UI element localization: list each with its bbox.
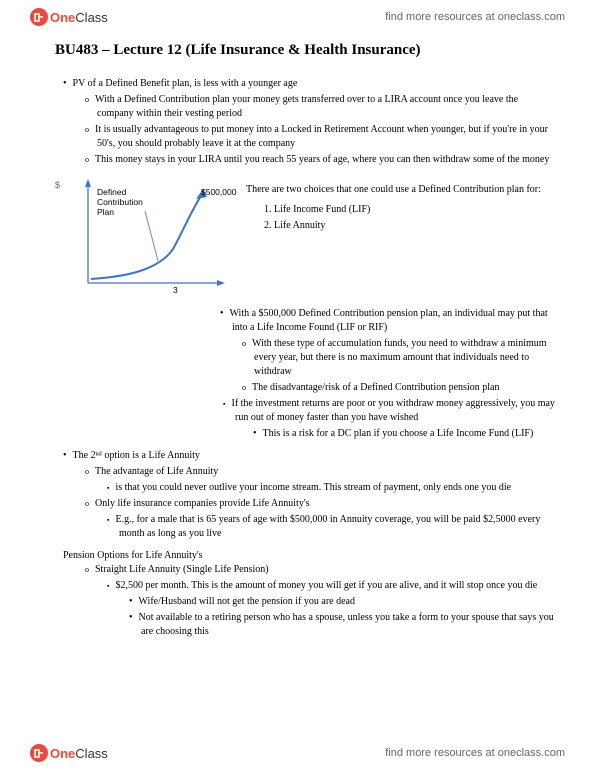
bullet-level1: PV of a Defined Benefit plan, is less wi… bbox=[55, 77, 555, 91]
bullet-level2: Straight Life Annuity (Single Life Pensi… bbox=[55, 563, 555, 577]
page-header: OneClass find more resources at oneclass… bbox=[0, 0, 595, 34]
contribution-chart: $ Defined Contribution Plan $500,000 3 bbox=[63, 179, 228, 299]
bullet-level2: This money stays in your LIRA until you … bbox=[55, 153, 555, 167]
chart-plan-label: Defined Contribution Plan bbox=[97, 187, 157, 218]
chart-side-intro: There are two choices that one could use… bbox=[246, 183, 541, 197]
list-item: Life Annuity bbox=[274, 219, 541, 233]
brand-logo: OneClass bbox=[30, 744, 108, 762]
bullet-level1: The 2ⁿᵈ option is a Life Annuity bbox=[55, 449, 555, 463]
chart-y-arrow bbox=[85, 179, 91, 187]
page-title: BU483 – Lecture 12 (Life Insurance & Hea… bbox=[55, 40, 555, 61]
pension-heading: Pension Options for Life Annuity's bbox=[55, 549, 555, 563]
document-content: BU483 – Lecture 12 (Life Insurance & Hea… bbox=[55, 40, 555, 730]
chart-side-list: Life Income Fund (LIF) Life Annuity bbox=[246, 203, 541, 233]
chart-x-arrow bbox=[217, 280, 225, 286]
bullet-level2: With these type of accumulation funds, y… bbox=[220, 337, 555, 379]
chart-label-connector bbox=[145, 211, 158, 261]
bullet-level1: With a $500,000 Defined Contribution pen… bbox=[220, 307, 555, 335]
bullet-level3: $2,500 per month. This is the amount of … bbox=[55, 579, 555, 593]
page-footer: OneClass find more resources at oneclass… bbox=[0, 736, 595, 770]
bullet-level2: Only life insurance companies provide Li… bbox=[55, 497, 555, 511]
brand-logo: OneClass bbox=[30, 8, 108, 26]
chart-side-text: There are two choices that one could use… bbox=[246, 179, 541, 299]
bullet-level2: The disadvantage/risk of a Defined Contr… bbox=[220, 381, 555, 395]
bullet-level4: Not available to a retiring person who h… bbox=[55, 611, 555, 639]
chart-x-tick: 3 bbox=[173, 285, 178, 297]
bullet-level3: If the investment returns are poor or yo… bbox=[55, 397, 555, 425]
chart-value-label: $500,000 bbox=[201, 187, 236, 199]
header-tagline: find more resources at oneclass.com bbox=[385, 11, 565, 23]
chart-y-label: $ bbox=[55, 179, 60, 192]
bullet-level2: With a Defined Contribution plan your mo… bbox=[55, 93, 555, 121]
footer-tagline: find more resources at oneclass.com bbox=[385, 747, 565, 759]
list-item: Life Income Fund (LIF) bbox=[274, 203, 541, 217]
bullet-level3: is that you could never outlive your inc… bbox=[55, 481, 555, 495]
logo-icon bbox=[30, 744, 48, 762]
bullet-level2: It is usually advantageous to put money … bbox=[55, 123, 555, 151]
brand-name: OneClass bbox=[50, 746, 108, 761]
bullet-level3: E.g., for a male that is 65 years of age… bbox=[55, 513, 555, 541]
bullet-level4: Wife/Husband will not get the pension if… bbox=[55, 595, 555, 609]
brand-name: OneClass bbox=[50, 10, 108, 25]
chart-row: $ Defined Contribution Plan $500,000 3 T… bbox=[63, 179, 555, 299]
logo-icon bbox=[30, 8, 48, 26]
bullet-level2: The advantage of Life Annuity bbox=[55, 465, 555, 479]
bullet-level4: This is a risk for a DC plan if you choo… bbox=[55, 427, 555, 441]
